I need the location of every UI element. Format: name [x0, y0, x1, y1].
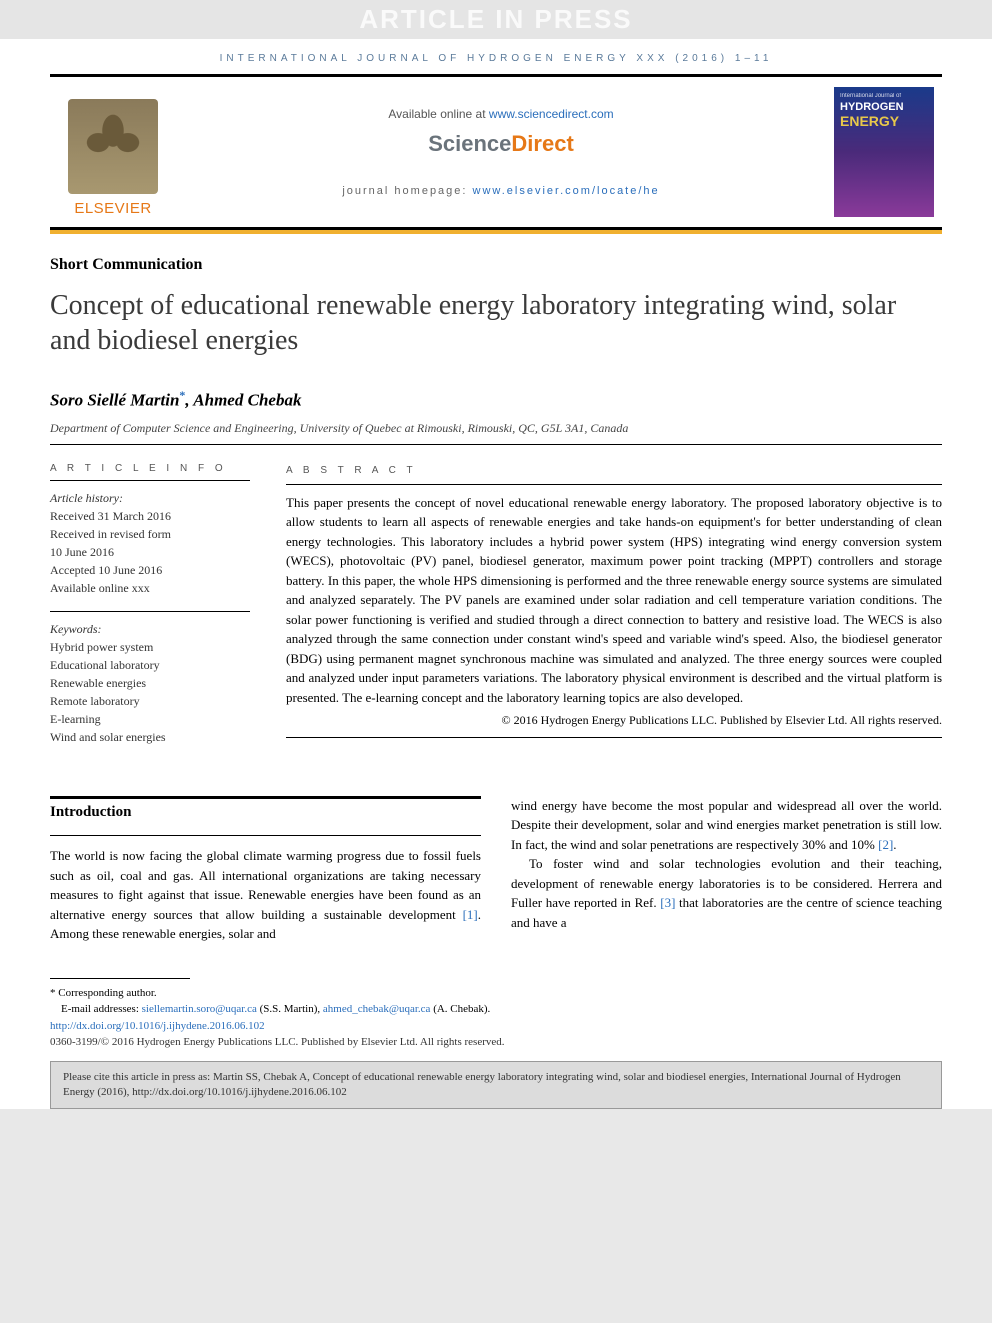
homepage-prefix: journal homepage: [342, 185, 472, 197]
history-line: Received 31 March 2016 [50, 507, 250, 525]
section-rule-thick [50, 796, 481, 799]
article-info-heading: A R T I C L E I N F O [50, 463, 250, 474]
email-1[interactable]: siellemartin.soro@uqar.ca [142, 1003, 257, 1015]
homepage-line: journal homepage: www.elsevier.com/locat… [188, 185, 814, 197]
author-1: Soro Siellé Martin [50, 391, 179, 410]
keyword: Remote laboratory [50, 692, 250, 710]
cover-top: International Journal of [840, 93, 928, 99]
abstract-heading: A B S T R A C T [286, 463, 942, 478]
abstract-column: A B S T R A C T This paper presents the … [286, 463, 942, 760]
sd-direct: Direct [511, 131, 573, 156]
introduction-heading: Introduction [50, 801, 481, 824]
abstract-copyright: © 2016 Hydrogen Energy Publications LLC.… [286, 711, 942, 729]
bottom-copyright: 0360-3199/© 2016 Hydrogen Energy Publica… [50, 1034, 942, 1051]
keyword: Educational laboratory [50, 656, 250, 674]
elsevier-logo: ELSEVIER [58, 87, 168, 217]
abstract-bottom-rule [286, 737, 942, 738]
available-prefix: Available online at [388, 107, 489, 121]
abstract-rule [286, 484, 942, 485]
abstract-text: This paper presents the concept of novel… [286, 493, 942, 708]
info-abstract-row: A R T I C L E I N F O Article history: R… [50, 463, 942, 760]
article-in-press-watermark: ARTICLE IN PRESS [0, 0, 992, 39]
intro-p1: The world is now facing the global clima… [50, 846, 481, 944]
corresponding-author-note: * Corresponding author. [50, 985, 942, 1002]
keyword: Renewable energies [50, 674, 250, 692]
keywords-block: Keywords: Hybrid power system Educationa… [50, 620, 250, 746]
page: ARTICLE IN PRESS INTERNATIONAL JOURNAL O… [0, 0, 992, 1109]
header-center: Available online at www.sciencedirect.co… [168, 107, 834, 197]
email-label: E-mail addresses: [61, 1003, 142, 1015]
email-2[interactable]: ahmed_chebak@uqar.ca [323, 1003, 431, 1015]
keywords-label: Keywords: [50, 620, 250, 638]
intro-p3: To foster wind and solar technologies ev… [511, 854, 942, 932]
running-head: INTERNATIONAL JOURNAL OF HYDROGEN ENERGY… [0, 39, 992, 74]
history-line: Received in revised form [50, 525, 250, 543]
intro-p2: wind energy have become the most popular… [511, 796, 942, 855]
history-line: Available online xxx [50, 579, 250, 597]
keyword: Hybrid power system [50, 638, 250, 656]
cover-sub: ENERGY [840, 113, 928, 129]
article-title: Concept of educational renewable energy … [50, 288, 942, 358]
author-2: , Ahmed Chebak [185, 391, 301, 410]
info-rule [50, 611, 250, 612]
email-line: E-mail addresses: siellemartin.soro@uqar… [50, 1001, 942, 1018]
section-rule-thin [50, 835, 481, 836]
history-line: 10 June 2016 [50, 543, 250, 561]
sciencedirect-url[interactable]: www.sciencedirect.com [489, 107, 614, 121]
keyword: E-learning [50, 710, 250, 728]
keyword: Wind and solar energies [50, 728, 250, 746]
sciencedirect-logo: ScienceDirect [188, 131, 814, 157]
elsevier-tree-icon [68, 99, 158, 194]
article-history-block: Article history: Received 31 March 2016 … [50, 489, 250, 597]
authors: Soro Siellé Martin*, Ahmed Chebak [50, 388, 942, 411]
affiliation: Department of Computer Science and Engin… [50, 421, 942, 436]
ref-link-1[interactable]: [1] [463, 907, 478, 922]
ref-link-2[interactable]: [2] [878, 837, 893, 852]
email-1-paren: (S.S. Martin), [257, 1003, 323, 1015]
header-box: ELSEVIER Available online at www.science… [50, 74, 942, 230]
elsevier-text: ELSEVIER [74, 200, 151, 217]
sd-science: Science [428, 131, 511, 156]
homepage-url[interactable]: www.elsevier.com/locate/he [473, 185, 660, 197]
ref-link-3[interactable]: [3] [660, 895, 675, 910]
footnotes: * Corresponding author. E-mail addresses… [50, 978, 942, 1051]
intro-p2b: . [893, 837, 896, 852]
right-column: wind energy have become the most popular… [511, 796, 942, 944]
body-two-column: Introduction The world is now facing the… [50, 796, 942, 944]
divider [50, 444, 942, 445]
info-rule [50, 480, 250, 481]
email-2-paren: (A. Chebak). [430, 1003, 490, 1015]
history-line: Accepted 10 June 2016 [50, 561, 250, 579]
left-column: Introduction The world is now facing the… [50, 796, 481, 944]
footnote-rule [50, 978, 190, 979]
history-label: Article history: [50, 489, 250, 507]
article-type: Short Communication [50, 256, 942, 274]
cover-main: HYDROGEN [840, 101, 928, 113]
available-online-line: Available online at www.sciencedirect.co… [188, 107, 814, 121]
main-content: Short Communication Concept of education… [0, 256, 992, 1051]
article-info-column: A R T I C L E I N F O Article history: R… [50, 463, 250, 760]
journal-cover: International Journal of HYDROGEN ENERGY [834, 87, 934, 217]
intro-p1-text: The world is now facing the global clima… [50, 848, 481, 922]
doi-link[interactable]: http://dx.doi.org/10.1016/j.ijhydene.201… [50, 1020, 265, 1032]
citation-box: Please cite this article in press as: Ma… [50, 1061, 942, 1110]
yellow-accent-bar [50, 230, 942, 234]
